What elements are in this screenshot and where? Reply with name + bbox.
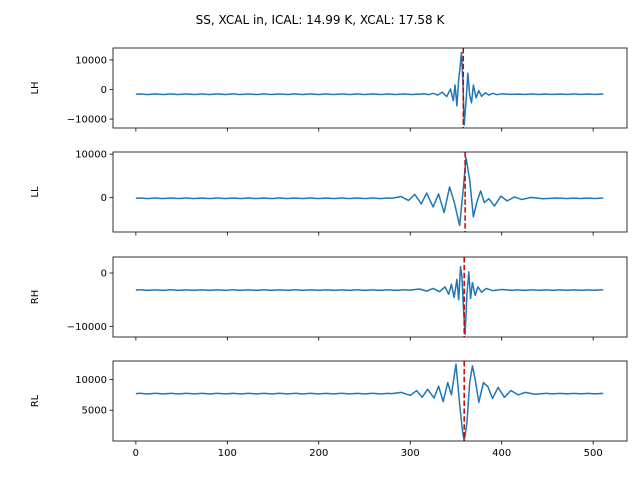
subplot-lh: 10000 0 −10000 LH <box>30 47 628 132</box>
y-tick-label-lh: 10000 <box>75 55 107 66</box>
y-tick-label-lh: −10000 <box>67 115 107 126</box>
subplot-ll: 10000 0 LL <box>30 150 628 236</box>
subplot-rl: 10000 5000 0 100 200 300 400 500 RL <box>30 360 628 459</box>
series-line-rl <box>135 363 604 441</box>
axes-frame-ll <box>112 151 628 233</box>
x-tick-label-rl: 0 <box>133 448 139 459</box>
y-axis-label-rh: RH <box>30 290 41 304</box>
y-tick-label-rh: 0 <box>101 269 107 280</box>
y-tick-label-rl: 5000 <box>82 406 107 417</box>
series-line-rh <box>135 265 604 336</box>
y-axis-label-ll: LL <box>30 186 41 198</box>
x-tick-label-rl: 200 <box>309 448 328 459</box>
figure-title: SS, XCAL in, ICAL: 14.99 K, XCAL: 17.58 … <box>196 13 446 27</box>
y-axis-label-rl: RL <box>30 394 41 407</box>
y-tick-label-rl: 10000 <box>75 375 107 386</box>
series-line-ll <box>135 156 604 227</box>
subplot-rh: 0 −10000 RH <box>30 256 628 341</box>
series-line-lh <box>135 51 604 126</box>
x-tick-label-rl: 500 <box>584 448 603 459</box>
axes-frame-rh <box>112 256 628 338</box>
x-tick-label-rl: 100 <box>218 448 237 459</box>
x-tick-label-rl: 300 <box>401 448 420 459</box>
y-axis-label-lh: LH <box>30 81 41 94</box>
y-tick-label-rh: −10000 <box>67 322 107 333</box>
y-tick-label-ll: 0 <box>101 193 107 204</box>
y-tick-label-lh: 0 <box>101 85 107 96</box>
y-tick-label-ll: 10000 <box>75 150 107 161</box>
x-tick-label-rl: 400 <box>492 448 511 459</box>
axes-frame-rl <box>112 360 628 442</box>
axes-frame-lh <box>112 47 628 129</box>
